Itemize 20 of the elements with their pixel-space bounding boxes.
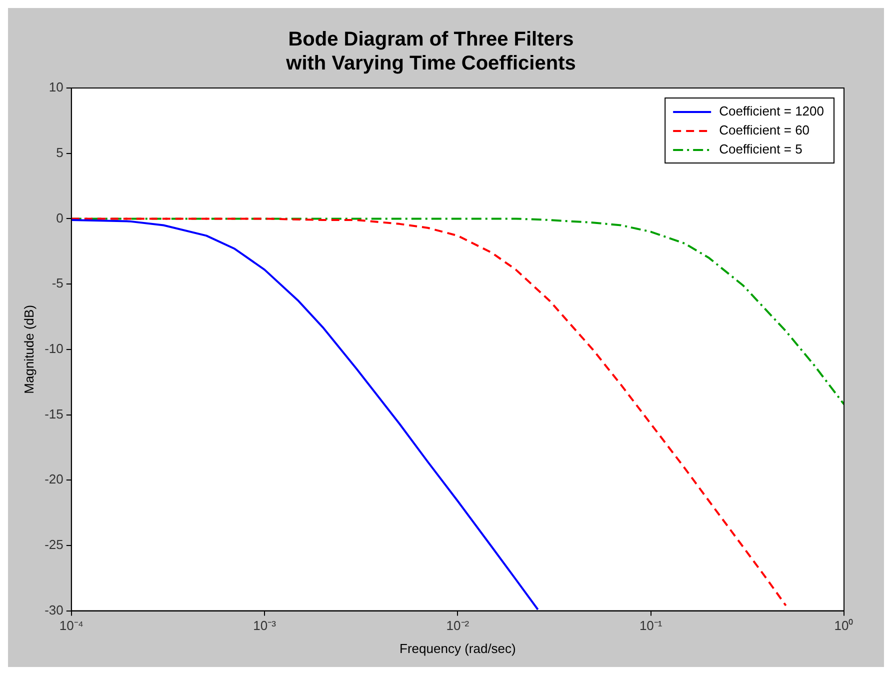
y-tick-label: 5 [56, 144, 64, 160]
y-tick-label: -10 [44, 340, 64, 356]
y-tick-label: -15 [44, 406, 64, 422]
x-tick-label: 10⁻⁴ [59, 618, 84, 634]
x-tick-label: 10⁻² [446, 618, 470, 634]
x-tick-label: 10⁰ [834, 618, 854, 634]
x-tick-label: 10⁻³ [253, 618, 277, 634]
y-tick-label: -5 [52, 276, 64, 291]
y-tick-label: -25 [44, 537, 64, 552]
legend-label: Coefficient = 60 [719, 122, 810, 138]
x-tick-label: 10⁻¹ [639, 618, 663, 634]
y-tick-label: -20 [44, 472, 64, 487]
y-tick-label: 10 [48, 80, 64, 95]
y-tick-label: 0 [56, 210, 64, 226]
x-axis-title: Frequency (rad/sec) [400, 640, 516, 656]
chart-title: Bode Diagram of Three Filters with Varying Time Coefficients [285, 28, 576, 75]
y-tick-label: -30 [44, 602, 64, 618]
legend-label: Coefficient = 5 [719, 142, 802, 157]
y-axis-title: Magnitude (dB) [21, 304, 36, 394]
legend-label: Coefficient = 1200 [719, 104, 824, 119]
